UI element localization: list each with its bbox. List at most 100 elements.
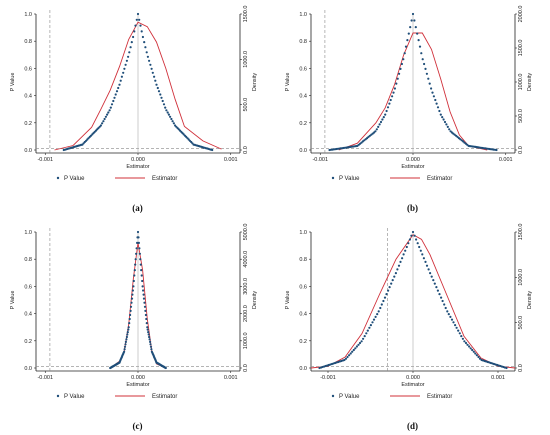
pvalue-point	[108, 109, 111, 112]
x-axis-label: Estimator	[401, 164, 424, 170]
x-axis-label: Estimator	[126, 164, 149, 170]
x-axis-label: Estimator	[126, 382, 149, 388]
pvalue-point	[132, 285, 135, 288]
y-left-tick-label: 0.4	[24, 94, 32, 100]
y-left-tick-label: 1.0	[299, 12, 307, 18]
pvalue-point	[358, 341, 362, 345]
pvalue-point	[402, 253, 405, 256]
caption-a: (a)	[132, 203, 143, 213]
legend-pvalue-label: P Value	[64, 394, 85, 400]
legend-pvalue-label: P Value	[64, 176, 85, 182]
pvalue-point	[138, 18, 141, 21]
pvalue-point	[394, 272, 397, 275]
pvalue-point	[402, 58, 405, 61]
pvalue-point	[435, 286, 438, 289]
pvalue-point	[133, 269, 136, 272]
pvalue-point	[103, 117, 106, 121]
pvalue-point	[399, 67, 402, 70]
pvalue-point	[414, 26, 417, 29]
pvalue-point	[130, 41, 133, 44]
pvalue-point	[404, 249, 407, 252]
pvalue-point	[134, 263, 137, 266]
pvalue-point	[140, 269, 143, 272]
pvalue-point	[410, 19, 413, 22]
pvalue-point	[472, 350, 475, 353]
pvalue-point	[164, 106, 167, 109]
pvalue-point	[123, 67, 126, 70]
pvalue-point	[454, 324, 457, 327]
pvalue-point	[132, 279, 135, 283]
x-tick-label: -0.001	[312, 157, 328, 163]
caption-d: (d)	[407, 421, 418, 431]
y-right-tick-label: 0.0	[518, 364, 524, 372]
pvalue-point	[351, 350, 354, 353]
pvalue-point	[371, 321, 374, 324]
pvalue-point	[149, 345, 153, 348]
pvalue-point	[157, 90, 161, 93]
y-right-tick-label: 1500.0	[518, 40, 524, 57]
pvalue-point	[129, 313, 132, 317]
pvalue-point	[118, 83, 121, 86]
pvalue-point	[392, 91, 395, 94]
pvalue-point	[145, 322, 148, 325]
y-left-tick-label: 1.0	[24, 230, 32, 236]
pvalue-point	[139, 258, 142, 261]
pvalue-point	[159, 93, 162, 96]
pvalue-point	[144, 46, 147, 49]
pvalue-point	[474, 352, 477, 355]
pvalue-point	[138, 252, 141, 255]
y-left-axis-label: P Value	[285, 73, 291, 92]
pvalue-point	[460, 335, 463, 338]
pvalue-point	[464, 341, 468, 345]
y-left-tick-label: 1.0	[299, 230, 307, 236]
pvalue-point	[441, 299, 444, 303]
legend-pvalue-marker	[331, 176, 335, 180]
pvalue-point	[128, 51, 131, 54]
estimator-line	[54, 21, 222, 151]
pvalue-point	[357, 343, 360, 346]
pvalue-point	[141, 279, 144, 283]
pvalue-point	[368, 326, 371, 329]
pvalue-point	[148, 335, 151, 339]
pvalue-point	[388, 102, 391, 105]
pvalue-point	[384, 113, 387, 116]
y-right-tick-label: 0.0	[243, 146, 249, 154]
pvalue-point	[435, 102, 438, 105]
pvalue-point	[377, 125, 380, 128]
pvalue-point	[391, 279, 394, 282]
pvalue-point	[102, 120, 105, 123]
pvalue-point	[211, 148, 214, 152]
pvalue-point	[410, 234, 413, 237]
y-right-tick-label: 2000.0	[243, 305, 249, 322]
pvalue-point	[428, 82, 431, 85]
pvalue-point	[106, 113, 109, 116]
pvalue-point	[413, 234, 416, 237]
pvalue-point	[127, 55, 130, 58]
y-right-tick-label: 1000.0	[518, 269, 524, 286]
chart-svg-a: 0.0 0.2 0.4 0.6 0.8 1.0 0.0 500.0 1000.0 1500.0 -0…	[10, 6, 258, 182]
pvalue-point	[418, 45, 422, 48]
chart-svg-c: 0.0 0.2 0.4 0.6 0.8 1.0 0.0 1000.0 2000.0 3000.0 4…	[10, 224, 258, 400]
pvalue-point	[369, 324, 372, 327]
y-right-tick-label: 500.0	[518, 316, 524, 330]
y-left-tick-label: 0.6	[24, 66, 32, 72]
pvalue-point	[393, 275, 396, 278]
pvalue-point	[436, 289, 439, 292]
pvalue-point	[446, 310, 449, 313]
y-left-tick-label: 0.8	[24, 257, 32, 263]
pvalue-point	[122, 71, 125, 74]
pvalue-point	[120, 75, 123, 78]
pvalue-point	[404, 45, 408, 48]
pvalue-point	[423, 62, 426, 66]
pvalue-point	[478, 357, 482, 360]
pvalue-point	[419, 249, 422, 252]
pvalue-point	[417, 39, 420, 42]
caption-c: (c)	[132, 421, 143, 431]
pvalue-point	[377, 310, 380, 313]
pvalue-point	[141, 285, 144, 288]
y-right-tick-label: 500.0	[518, 109, 524, 123]
legend-estimator-label: Estimator	[427, 176, 452, 182]
x-tick-label: 0.000	[131, 157, 145, 163]
pvalue-point	[443, 303, 446, 306]
pvalue-point	[160, 96, 163, 99]
